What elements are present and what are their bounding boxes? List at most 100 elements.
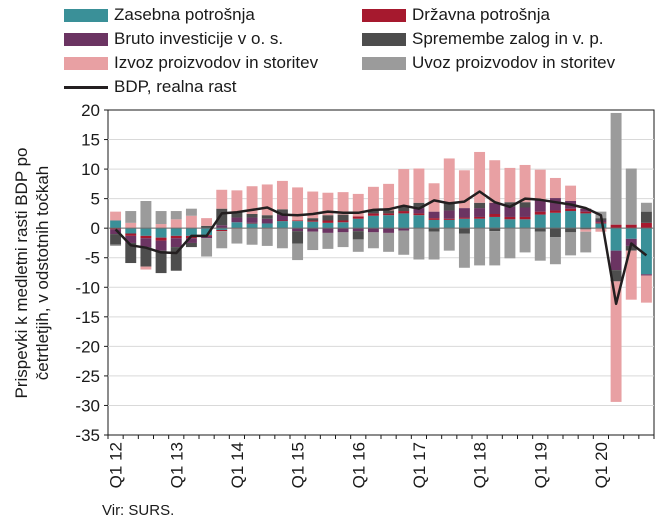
y-tick-label: 20 xyxy=(81,101,100,120)
bar-segment-inventories xyxy=(140,247,152,267)
bar-segment-private xyxy=(595,223,607,229)
bar-segment-private xyxy=(625,228,637,239)
bar-segment-exports xyxy=(504,167,516,203)
bar-segment-investment xyxy=(201,236,213,239)
legend-label-inventories: Spremembe zalog in v. p. xyxy=(412,29,604,48)
bar-segment-inventories xyxy=(246,214,258,218)
bar-segment-imports xyxy=(352,239,364,252)
bar-segment-inventories xyxy=(383,210,395,214)
bar-segment-exports xyxy=(610,281,622,402)
bar-segment-private xyxy=(580,213,592,229)
legend-label-exports: Izvoz proizvodov in storitev xyxy=(114,53,319,72)
bar-segment-government xyxy=(367,213,379,216)
bar-segment-government xyxy=(549,210,561,213)
bar-segment-investment xyxy=(458,208,470,218)
bar-segment-inventories xyxy=(549,228,561,238)
bar-segment-government xyxy=(413,213,425,216)
bar-segment-private xyxy=(201,228,213,236)
bar-segment-inventories xyxy=(610,270,622,282)
bar-segment-exports xyxy=(534,169,546,200)
bar-segment-inventories xyxy=(519,202,531,208)
bar-segment-private xyxy=(443,219,455,229)
bar-segment-investment xyxy=(246,217,258,223)
bar-segment-investment xyxy=(580,208,592,212)
bar-segment-imports xyxy=(383,232,395,252)
bar-segment-imports xyxy=(170,211,182,220)
bar-segment-private xyxy=(261,223,273,229)
legend-item-government-consumption: Državna potrošnja xyxy=(362,5,550,25)
legend-label-private: Zasebna potrošnja xyxy=(114,5,255,24)
bar-segment-inventories xyxy=(352,231,364,240)
bar-segment-imports xyxy=(155,211,167,225)
bar-segment-inventories xyxy=(534,228,546,232)
bar-segment-investment xyxy=(292,228,304,232)
bar-segment-private xyxy=(276,221,288,229)
bar-segment-inventories xyxy=(110,234,122,245)
bar-segment-inventories xyxy=(443,202,455,211)
bar-segment-exports xyxy=(383,183,395,211)
bar-segment-exports xyxy=(276,180,288,210)
bar-segment-inventories xyxy=(474,202,486,209)
bar-segment-inventories xyxy=(565,228,577,233)
legend-label-gdp: BDP, realna rast xyxy=(114,77,237,96)
bar-segment-inventories xyxy=(489,228,501,232)
bar-segment-government xyxy=(216,229,228,232)
bar-segment-government xyxy=(428,218,440,220)
bar-segment-inventories xyxy=(398,206,410,212)
bar-segment-private xyxy=(110,220,122,229)
y-tick-label: -30 xyxy=(75,396,100,415)
bar-segment-private xyxy=(610,228,622,251)
y-gridlines xyxy=(108,139,654,406)
bar-segment-inventories xyxy=(125,242,137,264)
x-tick-label: Q1 12 xyxy=(107,442,126,488)
bar-segment-private xyxy=(549,212,561,229)
bar-segment-investment xyxy=(428,211,440,219)
bar-segment-private xyxy=(185,228,197,236)
bar-segment-private xyxy=(398,213,410,229)
bar-segment-imports xyxy=(216,231,228,249)
bar-segment-government xyxy=(170,235,182,239)
x-tick-label: Q1 14 xyxy=(228,442,247,488)
y-tick-label: -5 xyxy=(85,249,100,268)
bar-segment-inventories xyxy=(261,215,273,219)
bar-segment-inventories xyxy=(413,202,425,209)
bar-segment-government xyxy=(352,216,364,219)
bar-segment-private xyxy=(367,215,379,229)
bar-segment-inventories xyxy=(640,211,652,223)
bar-segment-government xyxy=(625,224,637,229)
bar-segment-imports xyxy=(231,228,243,244)
bar-segment-government xyxy=(276,220,288,222)
y-tick-label: -35 xyxy=(75,426,100,445)
bar-segment-government xyxy=(398,211,410,214)
bar-segment-government xyxy=(140,235,152,239)
bar-segment-inventories xyxy=(231,211,243,218)
legend-item-private-consumption: Zasebna potrošnja xyxy=(64,5,255,25)
bar-segment-imports xyxy=(337,232,349,248)
bar-segment-investment xyxy=(307,228,319,232)
bar-segment-private xyxy=(413,215,425,229)
bar-segment-inventories xyxy=(504,202,516,207)
bar-segment-investment xyxy=(216,225,228,229)
bar-segment-investment xyxy=(398,228,410,231)
y-tick-label: -15 xyxy=(75,308,100,327)
bar-segment-private xyxy=(246,223,258,229)
bar-segment-investment xyxy=(519,207,531,217)
bar-segment-government xyxy=(322,220,334,223)
bar-segment-inventories xyxy=(170,247,182,271)
bar-segment-exports xyxy=(140,266,152,270)
bar-segment-imports xyxy=(110,244,122,246)
bar-segment-exports xyxy=(201,218,213,226)
bar-segment-imports xyxy=(398,230,410,255)
bar-segment-imports xyxy=(519,228,531,253)
bar-segment-imports xyxy=(580,231,592,253)
bar-segment-imports xyxy=(261,228,273,246)
legend-swatch-inventories xyxy=(362,32,406,46)
bar-segment-exports xyxy=(565,185,577,201)
bar-segment-imports xyxy=(322,232,334,249)
bar-segment-private xyxy=(140,228,152,236)
bar-segment-exports xyxy=(170,219,182,229)
bar-segment-private xyxy=(125,228,137,234)
bar-segment-inventories xyxy=(337,214,349,221)
legend-item-exports: Izvoz proizvodov in storitev xyxy=(64,53,318,73)
